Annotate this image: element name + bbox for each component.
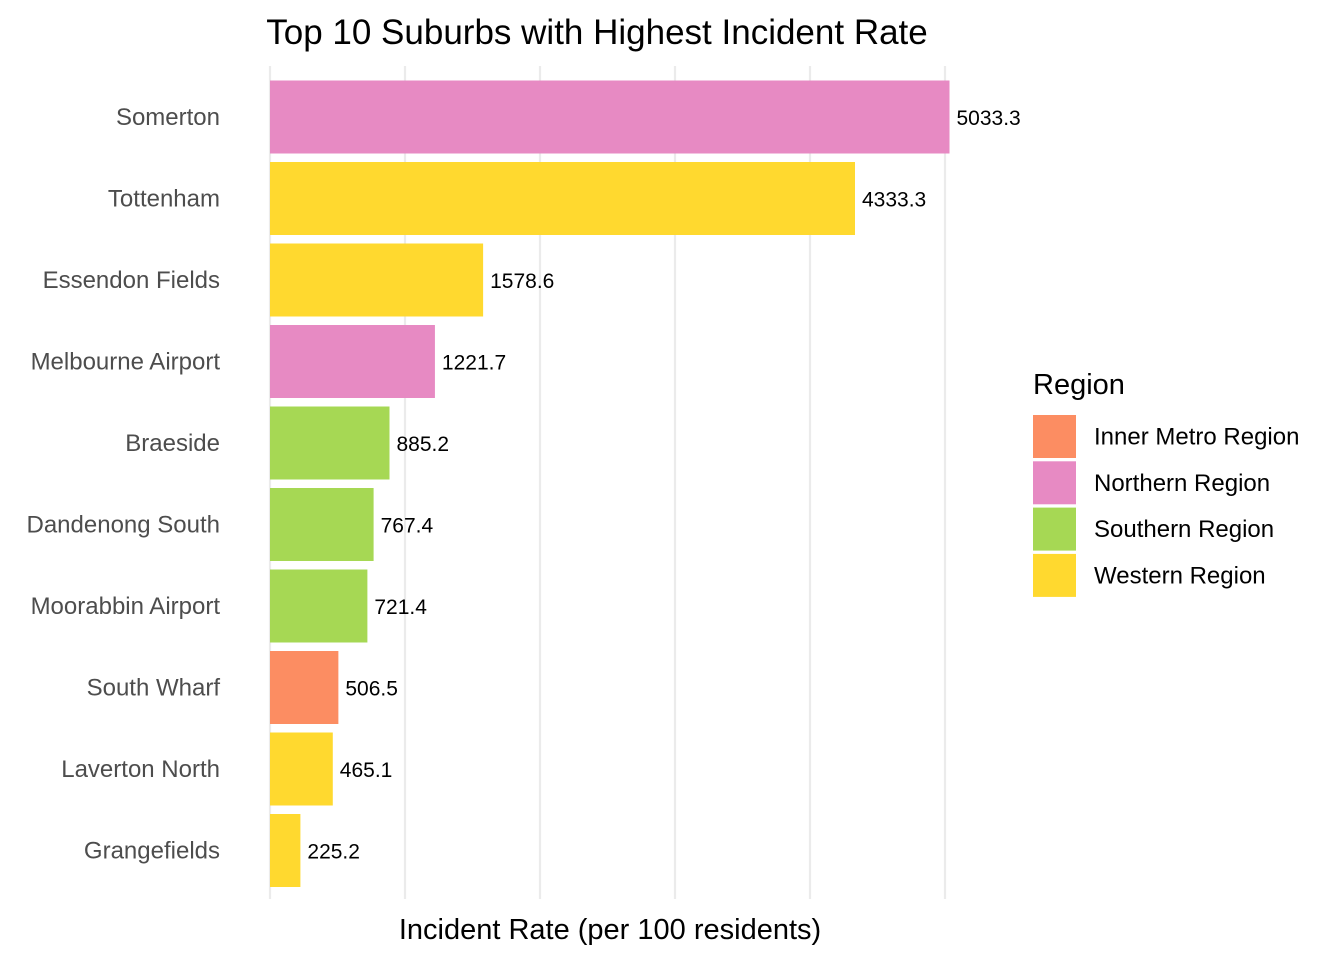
category-label: Dandenong South [27, 512, 221, 539]
value-label: 721.4 [374, 596, 427, 619]
value-label: 1578.6 [490, 270, 554, 293]
bar-dandenong-south [270, 488, 374, 561]
legend-label: Western Region [1094, 562, 1266, 589]
value-label: 225.2 [307, 841, 360, 864]
bar-laverton-north [270, 732, 333, 806]
value-label: 506.5 [345, 678, 398, 701]
legend: Region Inner Metro Region Northern Region… [1033, 369, 1299, 597]
category-label: Somerton [116, 104, 220, 131]
value-labels: 5033.3 4333.3 1578.6 1221.7 885.2 767.4 721.4 5… [307, 107, 1020, 864]
category-label: Essendon Fields [43, 267, 220, 294]
value-label: 465.1 [340, 759, 393, 782]
legend-label: Inner Metro Region [1094, 424, 1299, 451]
value-label: 767.4 [381, 515, 434, 538]
legend-label: Southern Region [1094, 516, 1274, 543]
bar-melbourne-airport [270, 325, 435, 398]
category-label: Laverton North [61, 756, 220, 783]
chart-title: Top 10 Suburbs with Highest Incident Rat… [266, 13, 928, 52]
category-label: Grangefields [84, 838, 220, 865]
bar-somerton [270, 80, 950, 154]
legend-items: Inner Metro Region Northern Region Souther… [1033, 415, 1299, 597]
legend-label: Northern Region [1094, 470, 1270, 497]
legend-swatch-western-region [1033, 553, 1076, 597]
value-label: 5033.3 [957, 107, 1021, 130]
bar-tottenham [270, 162, 855, 235]
category-labels: Somerton Tottenham Essendon Fields Melbourn… [27, 104, 221, 865]
legend-swatch-inner-metro-region [1033, 415, 1076, 458]
value-label: 1221.7 [442, 352, 506, 375]
legend-swatch-northern-region [1033, 461, 1076, 505]
value-label: 4333.3 [862, 189, 926, 212]
bars [270, 80, 950, 887]
value-label: 885.2 [397, 433, 450, 456]
bar-grangefields [270, 814, 301, 887]
bar-braeside [270, 406, 390, 480]
category-label: South Wharf [87, 675, 221, 702]
category-label: Melbourne Airport [31, 349, 221, 376]
category-label: Moorabbin Airport [31, 593, 221, 620]
legend-swatch-southern-region [1033, 507, 1076, 551]
x-axis-label: Incident Rate (per 100 residents) [399, 914, 821, 946]
category-label: Braeside [125, 430, 220, 457]
legend-title: Region [1033, 369, 1125, 401]
category-label: Tottenham [108, 186, 220, 213]
bar-south-wharf [270, 651, 339, 724]
bar-essendon-fields [270, 243, 484, 317]
bar-moorabbin-airport [270, 569, 368, 643]
